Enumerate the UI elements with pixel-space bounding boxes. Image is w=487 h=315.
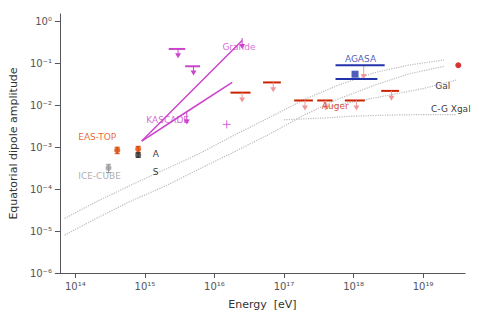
svg-text:Gal: Gal [435,81,450,91]
svg-text:10¹⁶: 10¹⁶ [204,281,225,292]
svg-text:10⁻⁶: 10⁻⁶ [30,268,52,279]
svg-text:S: S [153,167,159,177]
svg-text:Grande: Grande [222,42,256,52]
svg-text:EAS-TOP: EAS-TOP [78,132,117,142]
svg-text:Auger: Auger [322,101,349,111]
svg-text:10¹⁷: 10¹⁷ [274,281,295,292]
svg-text:10⁻⁴: 10⁻⁴ [30,184,52,195]
svg-text:10⁻³: 10⁻³ [30,142,52,153]
svg-text:Energy [eV]: Energy [eV] [228,298,296,311]
svg-text:10¹⁴: 10¹⁴ [65,281,86,292]
svg-text:KASCADE: KASCADE [146,115,189,125]
svg-text:Equatorial dipole amplitude: Equatorial dipole amplitude [7,67,20,219]
svg-text:AGASA: AGASA [345,54,377,64]
svg-text:10¹⁹: 10¹⁹ [413,281,434,292]
svg-text:10¹⁸: 10¹⁸ [343,281,364,292]
svg-text:10⁻¹: 10⁻¹ [30,58,52,69]
svg-text:10⁻⁵: 10⁻⁵ [30,226,52,237]
svg-text:C-G Xgal: C-G Xgal [431,104,471,114]
svg-text:ICE-CUBE: ICE-CUBE [78,171,121,181]
svg-text:10⁻²: 10⁻² [30,100,52,111]
svg-text:A: A [153,149,160,159]
svg-text:10¹⁵: 10¹⁵ [135,281,156,292]
svg-text:10⁰: 10⁰ [35,16,52,27]
